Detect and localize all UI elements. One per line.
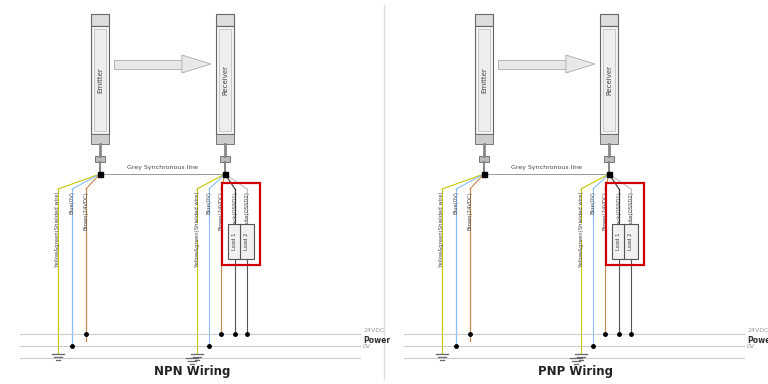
Bar [222,183,260,265]
Text: 0V: 0V [747,344,755,349]
Text: Yellow&green(Shielded wire): Yellow&green(Shielded wire) [55,191,61,266]
Text: Power: Power [363,336,390,345]
Bar [216,14,234,26]
Text: Grey Synchronous line: Grey Synchronous line [127,165,198,170]
Bar [478,29,490,131]
Text: Receiver: Receiver [222,65,228,95]
Bar [624,224,638,259]
Text: PNP Wiring: PNP Wiring [538,366,614,379]
Bar [600,134,618,144]
Bar [216,134,234,144]
Text: Grey Synchronous line: Grey Synchronous line [511,165,582,170]
Text: NPN Wiring: NPN Wiring [154,366,230,379]
Text: Load 1: Load 1 [233,233,237,250]
Text: Blue(0V): Blue(0V) [207,191,211,214]
Bar [479,156,489,162]
Text: Emitter: Emitter [97,67,103,93]
Bar [95,156,105,162]
Text: Black(OSSD1): Black(OSSD1) [617,191,621,228]
Bar [220,156,230,162]
Text: Yellow&green(Shielded wire): Yellow&green(Shielded wire) [578,191,584,266]
Text: 24VDC: 24VDC [363,328,385,333]
Bar [607,172,611,177]
Bar [91,14,109,26]
Text: Brown(24VDC): Brown(24VDC) [219,191,223,230]
Text: Blue(0V): Blue(0V) [591,191,595,214]
Bar [91,26,109,134]
Bar [475,14,493,26]
Bar [498,60,566,68]
Bar [91,134,109,144]
Text: White(OSSD2): White(OSSD2) [628,191,634,229]
Bar [94,29,106,131]
Text: Receiver: Receiver [606,65,612,95]
Polygon shape [566,55,595,73]
Bar [604,156,614,162]
Bar [475,134,493,144]
Bar [228,224,242,259]
Text: White(OSSD2): White(OSSD2) [244,191,250,229]
Text: 24VDC: 24VDC [747,328,768,333]
Bar [606,183,644,265]
Bar [240,224,254,259]
Bar [612,224,626,259]
Bar [219,29,231,131]
Text: Emitter: Emitter [481,67,487,93]
Text: 0V: 0V [363,344,371,349]
Bar [600,14,618,26]
Text: Brown(24VDC): Brown(24VDC) [84,191,88,230]
Polygon shape [182,55,211,73]
Text: Blue(0V): Blue(0V) [453,191,458,214]
Bar [98,172,102,177]
Text: Load 2: Load 2 [628,233,634,250]
Text: Power: Power [747,336,768,345]
Bar [475,26,493,134]
Text: Load 1: Load 1 [617,233,621,250]
Bar [482,172,486,177]
Text: Brown(24VDC): Brown(24VDC) [468,191,472,230]
Text: Load 2: Load 2 [244,233,250,250]
Text: Blue(0V): Blue(0V) [69,191,74,214]
Text: Yellow&green(Shielded wire): Yellow&green(Shielded wire) [194,191,200,266]
Bar [600,26,618,134]
Bar [114,60,182,68]
Bar [223,172,227,177]
Text: Black(OSSD1): Black(OSSD1) [233,191,237,228]
Bar [216,26,234,134]
Text: Yellow&green(Shielded wire): Yellow&green(Shielded wire) [439,191,445,266]
Text: Brown(24VDC): Brown(24VDC) [603,191,607,230]
Bar [603,29,615,131]
